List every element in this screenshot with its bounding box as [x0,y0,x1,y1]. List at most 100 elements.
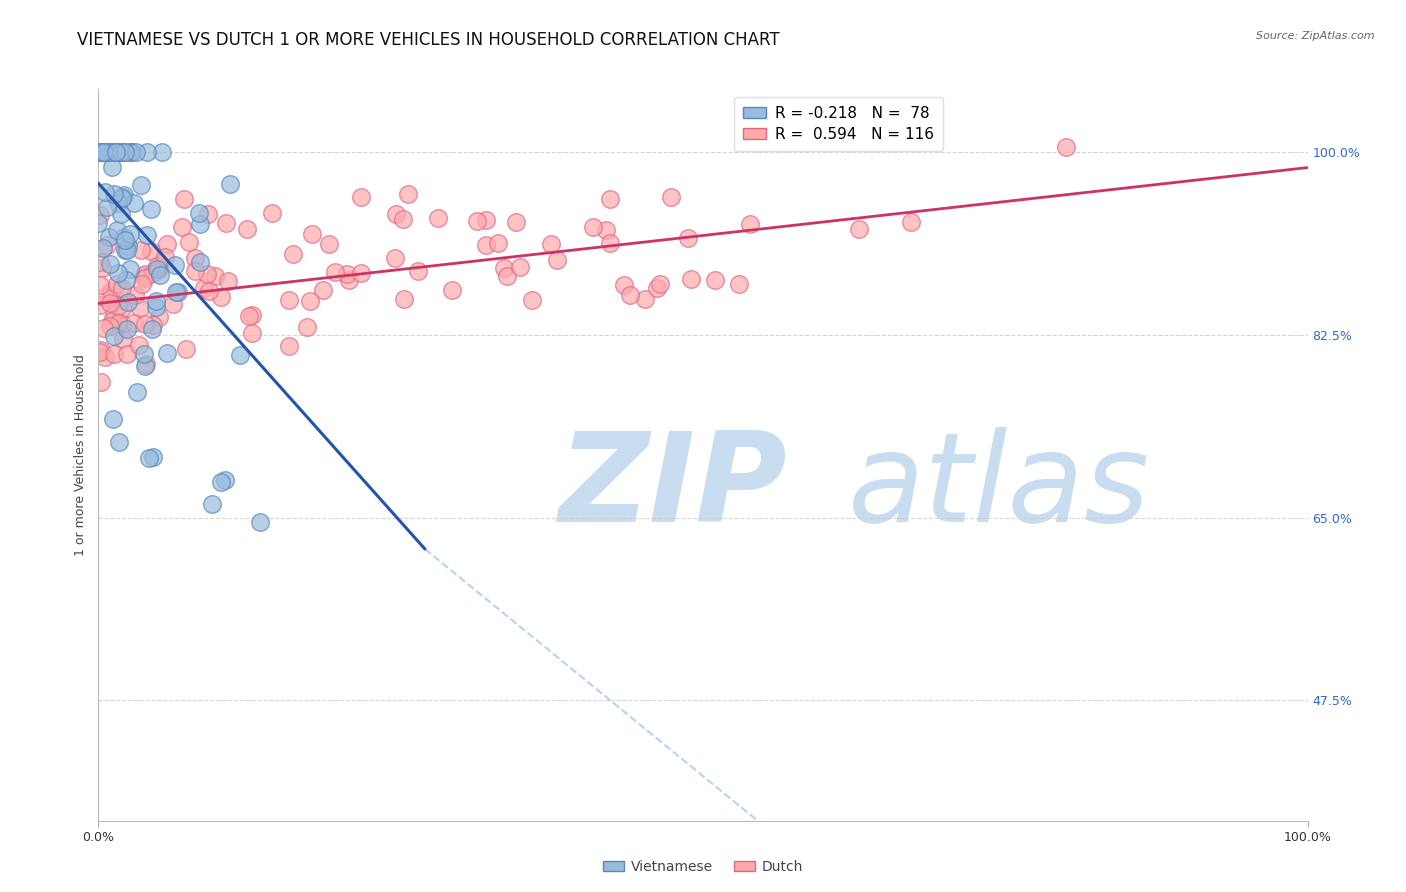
Point [145,294,167,309]
Point [681,272,703,286]
Point [93,145,115,159]
Point [235,222,257,236]
Point [312,283,335,297]
Point [728,277,751,292]
Point [142,450,165,465]
Point [107,317,129,331]
Point [100,296,122,310]
Point [384,252,406,266]
Point [408,264,430,278]
Point [124,196,146,211]
Text: VIETNAMESE VS DUTCH 1 OR MORE VEHICLES IN HOUSEHOLD CORRELATION CHART: VIETNAMESE VS DUTCH 1 OR MORE VEHICLES I… [77,31,780,49]
Point [209,475,232,489]
Point [89,278,111,293]
Point [115,243,138,257]
Point [209,290,232,304]
Point [295,320,318,334]
Point [101,412,124,426]
Point [546,252,568,267]
Point [505,215,527,229]
Point [249,515,271,529]
Point [111,190,134,204]
Point [136,228,159,243]
Point [145,259,167,273]
Point [107,266,129,280]
Point [188,255,211,269]
Point [540,237,562,252]
Point [110,145,132,159]
Point [165,258,187,272]
Point [146,261,169,276]
Point [103,347,125,361]
Point [90,145,112,160]
Point [127,385,149,400]
Point [89,255,111,269]
Point [118,262,141,277]
Point [301,227,323,242]
Point [97,145,120,159]
Point [115,322,138,336]
Point [89,208,111,222]
Point [117,239,139,253]
Point [197,206,219,220]
Point [118,227,141,241]
Point [215,216,238,230]
Point [155,250,177,264]
Point [135,357,157,371]
Point [101,145,124,159]
Point [229,347,252,361]
Point [496,268,519,283]
Point [103,145,125,159]
Point [110,318,132,332]
Point [100,160,122,174]
Point [156,346,179,360]
Point [125,145,148,159]
Point [91,241,114,255]
Point [101,313,124,327]
Point [90,145,112,159]
Point [89,145,111,159]
Point [467,214,489,228]
Point [193,281,215,295]
Point [90,343,112,357]
Point [323,265,346,279]
Point [87,216,110,230]
Point [132,269,155,284]
Point [165,285,187,299]
Point [107,434,129,449]
Point [93,186,115,200]
Point [129,301,152,315]
Text: atlas: atlas [848,427,1150,549]
Point [112,230,135,244]
Text: Source: ZipAtlas.com: Source: ZipAtlas.com [1257,31,1375,41]
Point [97,145,120,159]
Point [96,238,118,252]
Point [197,284,219,298]
Point [475,212,498,227]
Point [520,293,543,308]
Point [114,145,136,159]
Point [173,192,195,206]
Point [240,308,263,322]
Point [141,321,163,335]
Point [214,473,236,487]
Point [645,281,668,295]
Point [103,186,125,201]
Point [111,191,134,205]
Point [89,345,111,359]
Point [115,273,138,287]
Point [187,206,209,220]
Point [149,268,172,282]
Point [145,300,167,314]
Point [115,347,138,361]
Point [475,238,498,252]
Point [142,266,165,280]
Point [100,284,122,298]
Point [238,309,260,323]
Point [582,220,605,235]
Point [124,287,146,301]
Point [93,321,115,335]
Point [148,310,170,324]
Point [599,235,621,250]
Point [134,268,156,282]
